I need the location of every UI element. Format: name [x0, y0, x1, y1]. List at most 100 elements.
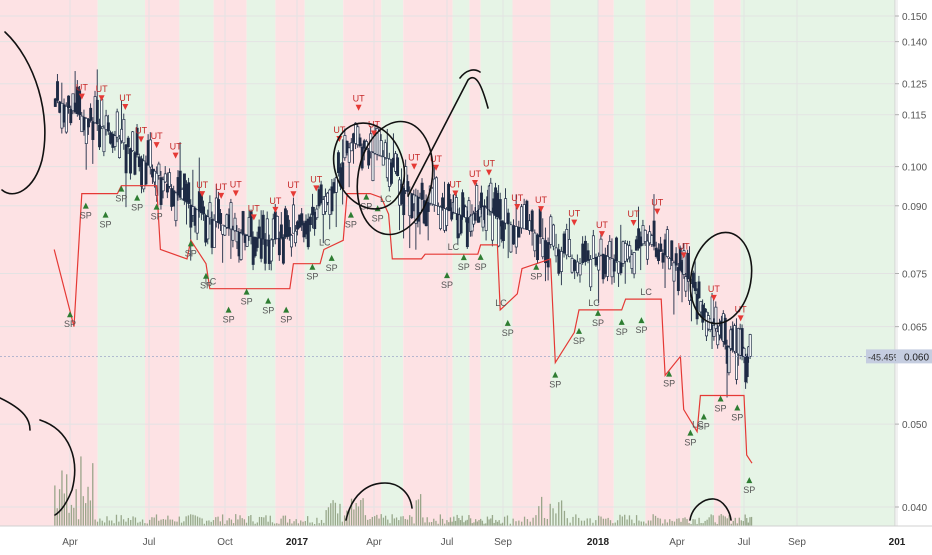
candle-body — [285, 215, 289, 237]
volume-bar — [424, 522, 426, 526]
candle-body — [533, 232, 537, 252]
volume-bar — [113, 523, 115, 526]
buy-signal-label: SP — [616, 327, 628, 337]
candle-body — [536, 234, 539, 261]
volume-bar — [569, 522, 571, 526]
volume-bar — [250, 515, 252, 526]
volume-bar — [449, 517, 452, 526]
buy-signal-label: SP — [715, 404, 727, 414]
buy-signal-label: SP — [64, 319, 76, 329]
volume-bar — [206, 520, 208, 526]
last-price-label: 0.060 — [904, 352, 929, 363]
volume-bar — [325, 510, 327, 526]
volume-bar — [61, 470, 63, 526]
candle-body — [538, 208, 542, 238]
volume-bar — [226, 520, 228, 526]
candle-body — [330, 186, 334, 212]
lc-signal-label: LC — [205, 277, 217, 287]
buy-signal-label: SP — [698, 422, 710, 432]
volume-bar — [302, 521, 304, 526]
candle-body — [541, 238, 545, 258]
buy-signal-triangle — [134, 194, 141, 201]
volume-bar — [607, 517, 609, 526]
candle-body — [202, 206, 206, 215]
candle-body — [53, 98, 57, 107]
sell-signal-triangle — [411, 163, 418, 170]
y-tick-label: 0.050 — [902, 420, 927, 431]
candle-body — [406, 181, 410, 192]
sell-signal-label: UT — [151, 131, 163, 141]
candle-body — [259, 238, 263, 259]
zone-down — [275, 0, 305, 526]
sell-signal-label: UT — [135, 125, 147, 135]
candle-body — [208, 202, 212, 219]
volume-bar — [468, 515, 470, 526]
candle-body — [501, 221, 505, 242]
candle-body — [223, 225, 227, 236]
candle-body — [69, 108, 73, 124]
volume-bar — [378, 518, 380, 526]
candle-body — [122, 119, 126, 144]
volume-bar — [254, 523, 256, 526]
volume-bar — [327, 507, 330, 526]
candle-body — [292, 204, 295, 234]
volume-bar — [718, 515, 720, 526]
buy-signal-label: SP — [458, 262, 470, 272]
volume-bar — [635, 515, 638, 526]
candle-body — [275, 216, 279, 240]
volume-bar — [486, 516, 489, 526]
volume-bar — [428, 522, 431, 526]
volume-bar — [330, 503, 332, 526]
volume-bar — [273, 523, 276, 526]
volume-bar — [631, 519, 633, 526]
volume-bar — [194, 515, 196, 526]
candle-body — [165, 183, 169, 193]
candle-body — [229, 202, 233, 230]
candle-body — [589, 259, 593, 288]
sell-signal-triangle — [472, 180, 478, 187]
x-tick-label: 2018 — [587, 537, 610, 548]
candle-body — [668, 258, 672, 270]
candle-body — [745, 356, 749, 378]
volume-bar — [446, 520, 448, 526]
volume-bar — [56, 508, 58, 526]
volume-bar — [151, 517, 153, 526]
zone-up — [452, 0, 470, 526]
candle-body — [71, 93, 75, 112]
candle-body — [489, 182, 493, 212]
x-tick-label: Jul — [441, 537, 454, 548]
volume-bar — [187, 515, 190, 526]
candle-body — [402, 188, 406, 216]
x-tick-label: Apr — [366, 537, 382, 548]
candle-body — [565, 229, 569, 256]
buy-signal-label: SP — [326, 263, 338, 273]
volume-bar — [500, 523, 502, 526]
sell-signal-label: UT — [408, 153, 420, 163]
candle-body — [497, 217, 501, 247]
lc-signal-label: LC — [448, 242, 460, 252]
volume-bar — [666, 522, 669, 526]
candle-body — [697, 281, 701, 299]
volume-bar — [476, 521, 478, 526]
volume-bar — [698, 517, 700, 526]
buy-signal-label: SP — [80, 211, 92, 221]
buy-signal-triangle — [187, 240, 194, 247]
volume-bar — [506, 515, 509, 526]
candle-body — [459, 215, 463, 234]
candle-body — [100, 99, 104, 127]
volume-bar — [509, 523, 511, 526]
candle-body — [358, 137, 362, 147]
volume-bar — [404, 518, 406, 526]
volume-bar — [746, 518, 748, 526]
volume-bar — [471, 523, 473, 526]
zone-up — [480, 0, 513, 526]
volume-bar — [146, 523, 148, 526]
volume-bar — [430, 521, 433, 526]
candle-body — [84, 117, 88, 144]
candle-body — [514, 226, 518, 248]
sell-signal-triangle — [514, 204, 521, 211]
sell-signal-triangle — [218, 192, 225, 199]
volume-bar — [724, 516, 726, 526]
